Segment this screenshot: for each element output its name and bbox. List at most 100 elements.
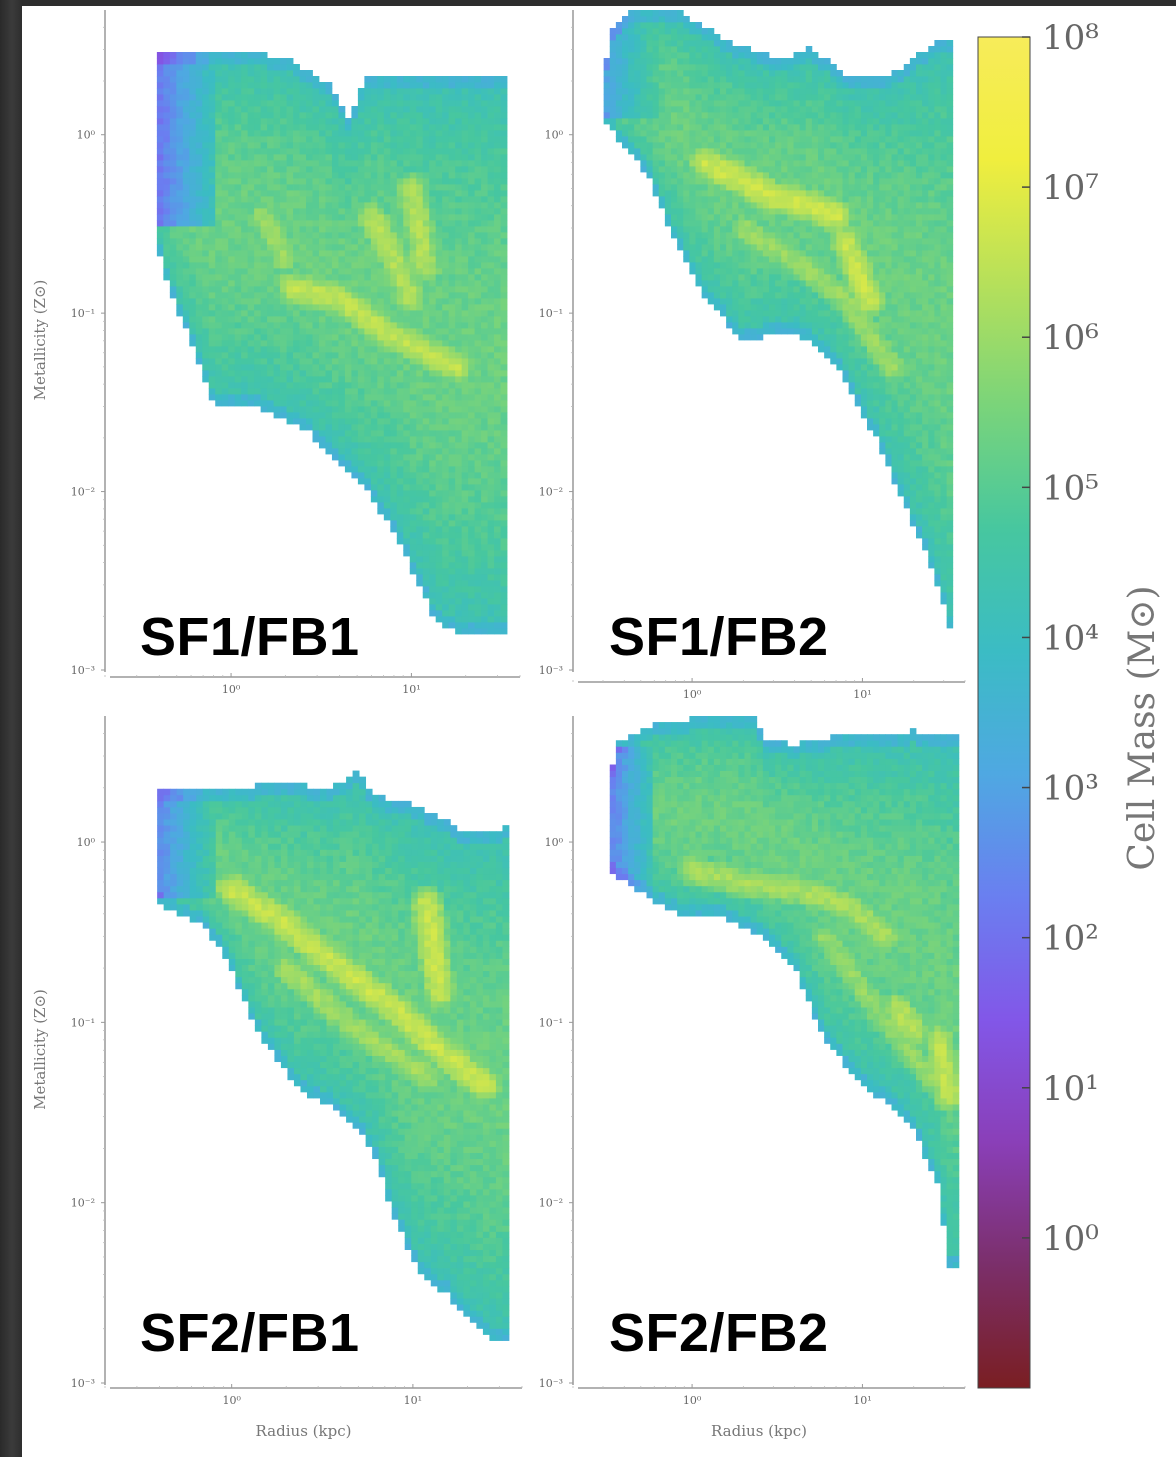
- heatmap-cell: [683, 172, 690, 179]
- heatmap-cell: [448, 550, 456, 557]
- heatmap-cell: [474, 322, 482, 329]
- heatmap-cell: [461, 568, 469, 575]
- heatmap-cell: [500, 178, 508, 185]
- heatmap-cell: [195, 352, 203, 359]
- heatmap-cell: [442, 214, 450, 221]
- heatmap-cell: [241, 136, 249, 143]
- heatmap-cell: [750, 70, 758, 77]
- heatmap-cell: [364, 460, 372, 467]
- heatmap-cell: [286, 118, 294, 125]
- heatmap-cell: [247, 94, 255, 101]
- heatmap-cell: [234, 388, 242, 395]
- heatmap-cell: [762, 274, 770, 281]
- heatmap-cell: [689, 106, 696, 113]
- heatmap-cell: [247, 64, 255, 71]
- heatmap-cell: [169, 268, 177, 275]
- heatmap-cell: [658, 58, 666, 65]
- heatmap-cell: [640, 106, 647, 113]
- heatmap-cell: [260, 268, 268, 275]
- heatmap-cell: [429, 238, 437, 245]
- heatmap-cell: [435, 268, 443, 275]
- heatmap-cell: [707, 166, 715, 173]
- heatmap-cell: [331, 304, 339, 311]
- heatmap-cell: [429, 358, 437, 365]
- heatmap-cell: [494, 76, 501, 83]
- heatmap-cell: [474, 340, 482, 347]
- heatmap-cell: [182, 166, 190, 173]
- heatmap-cell: [299, 154, 307, 161]
- heatmap-cell: [481, 388, 488, 395]
- heatmap-cell: [481, 604, 488, 611]
- heatmap-cell: [202, 238, 210, 245]
- heatmap-cell: [671, 118, 678, 125]
- heatmap-cell: [481, 586, 488, 593]
- heatmap-cell: [769, 124, 776, 131]
- heatmap-cell: [769, 262, 776, 269]
- heatmap-cell: [481, 208, 488, 215]
- heatmap-cell: [357, 442, 365, 449]
- heatmap-cell: [260, 376, 268, 383]
- heatmap-cell: [442, 346, 450, 353]
- heatmap-cell: [280, 136, 287, 143]
- heatmap-cell: [267, 268, 274, 275]
- heatmap-cell: [429, 322, 437, 329]
- heatmap-cell: [383, 442, 391, 449]
- heatmap-cell: [318, 304, 326, 311]
- heatmap-cell: [701, 232, 709, 239]
- heatmap-cell: [769, 208, 776, 215]
- heatmap-cell: [416, 202, 424, 209]
- heatmap-cell: [234, 124, 242, 131]
- heatmap-cell: [370, 466, 378, 473]
- heatmap-cell: [202, 130, 210, 137]
- heatmap-cell: [156, 130, 164, 137]
- heatmap-cell: [364, 376, 372, 383]
- heatmap-cell: [260, 364, 268, 371]
- heatmap-cell: [664, 166, 672, 173]
- heatmap-cell: [312, 298, 320, 305]
- heatmap-cell: [280, 118, 287, 125]
- heatmap-cell: [468, 292, 475, 299]
- heatmap-cell: [435, 148, 443, 155]
- heatmap-cell: [744, 130, 752, 137]
- heatmap-cell: [247, 136, 255, 143]
- heatmap-cell: [781, 142, 788, 149]
- heatmap-cell: [474, 454, 482, 461]
- heatmap-cell: [707, 142, 715, 149]
- heatmap-cell: [487, 430, 495, 437]
- heatmap-cell: [228, 190, 236, 197]
- heatmap-cell: [325, 160, 333, 167]
- heatmap-cell: [318, 124, 326, 131]
- heatmap-cell: [474, 148, 482, 155]
- heatmap-cell: [299, 340, 307, 347]
- heatmap-cell: [370, 478, 378, 485]
- heatmap-cell: [429, 220, 437, 227]
- heatmap-cell: [481, 340, 488, 347]
- heatmap-cell: [234, 304, 242, 311]
- heatmap-cell: [234, 202, 242, 209]
- heatmap-cell: [273, 292, 281, 299]
- heatmap-cell: [422, 478, 430, 485]
- heatmap-cell: [260, 256, 268, 263]
- heatmap-cell: [228, 52, 236, 59]
- heatmap-cell: [487, 322, 495, 329]
- heatmap-cell: [293, 94, 300, 101]
- heatmap-cell: [677, 16, 684, 23]
- heatmap-cell: [312, 376, 320, 383]
- heatmap-cell: [435, 106, 443, 113]
- heatmap-cell: [448, 124, 456, 131]
- heatmap-cell: [481, 556, 488, 563]
- heatmap-cell: [468, 196, 475, 203]
- heatmap-cell: [793, 250, 801, 257]
- heatmap-cell: [701, 208, 709, 215]
- heatmap-cell: [409, 88, 417, 95]
- heatmap-cell: [228, 196, 236, 203]
- heatmap-cell: [448, 502, 456, 509]
- heatmap-cell: [396, 322, 404, 329]
- heatmap-cell: [738, 286, 745, 293]
- heatmap-cell: [370, 448, 378, 455]
- heatmap-cell: [468, 460, 475, 467]
- heatmap-cell: [481, 298, 488, 305]
- heatmap-cell: [481, 124, 488, 131]
- heatmap-cell: [176, 202, 184, 209]
- heatmap-cell: [383, 226, 391, 233]
